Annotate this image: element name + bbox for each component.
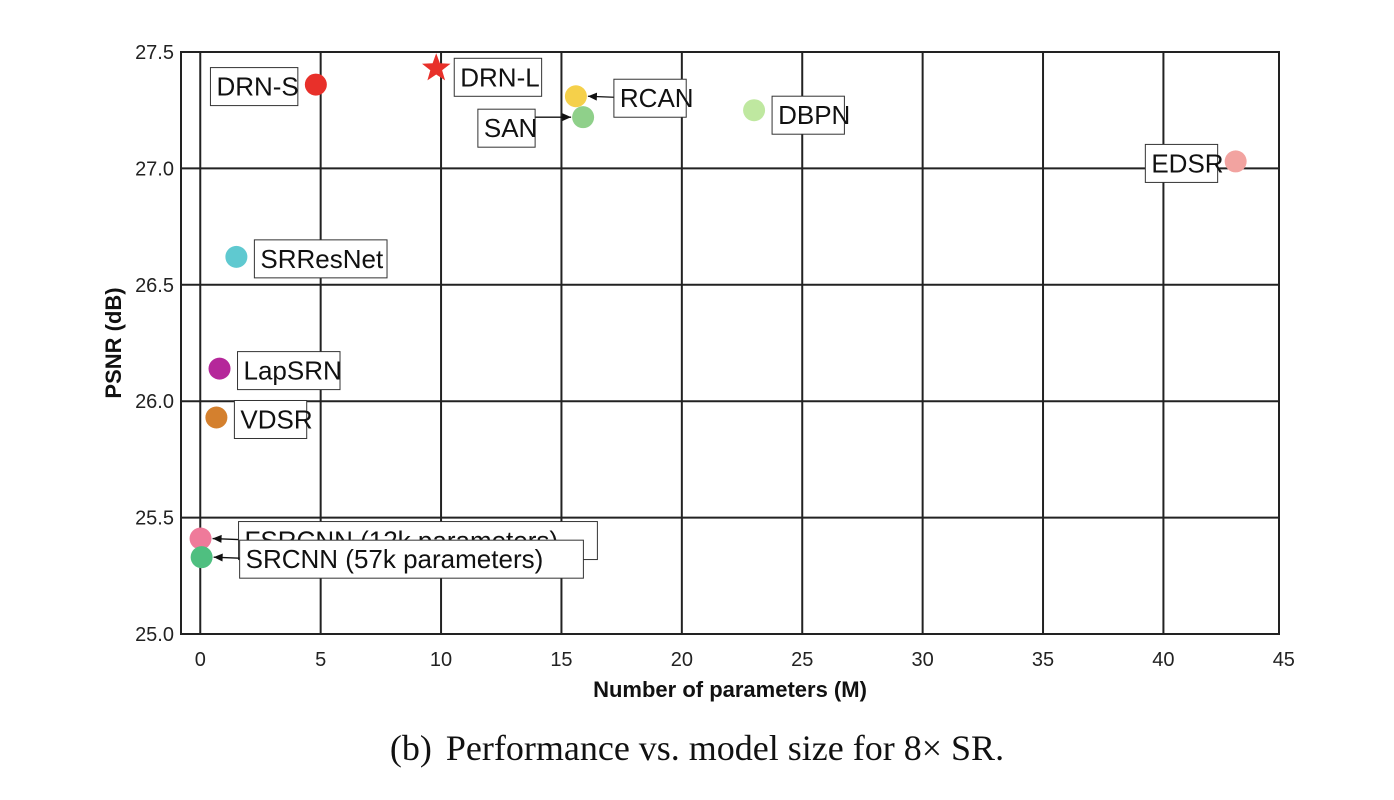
circle-marker — [189, 527, 212, 550]
label-box — [613, 78, 687, 118]
label-box — [1144, 143, 1219, 183]
circle-marker — [205, 406, 228, 429]
circle-marker — [304, 73, 327, 96]
y-axis-label: PSNR (dB) — [101, 287, 126, 398]
caption-tag: (b) — [389, 728, 432, 768]
point-label: RCAN — [620, 83, 694, 113]
star-marker — [422, 53, 451, 81]
point-label: SAN — [484, 113, 537, 143]
y-tick-label: 25.5 — [135, 508, 174, 530]
label-box — [771, 95, 845, 135]
label-box — [477, 108, 536, 148]
point-label: EDSR — [1151, 148, 1223, 178]
y-tick-label: 26.5 — [135, 275, 174, 297]
arrow-head — [213, 553, 223, 562]
circle-marker — [225, 245, 248, 268]
point-label: VDSR — [240, 404, 312, 434]
arrow-head — [212, 534, 222, 543]
point-dbpn: DBPN — [743, 95, 850, 135]
x-tick-label: 15 — [550, 649, 572, 671]
x-tick-label: 30 — [912, 649, 934, 671]
point-san: SAN — [477, 106, 595, 148]
label-box — [233, 399, 308, 439]
x-tick-label: 45 — [1273, 649, 1295, 671]
x-tick-label: 35 — [1032, 649, 1054, 671]
point-label: LapSRN — [244, 356, 342, 386]
label-box — [209, 67, 299, 107]
x-tick-label: 0 — [195, 649, 206, 671]
y-tick-label: 25.0 — [135, 624, 174, 646]
point-label: SRCNN (57k parameters) — [246, 544, 544, 574]
point-drn-l: DRN-L — [422, 53, 543, 97]
point-drn-s: DRN-S — [209, 67, 327, 107]
point-srcnn-57k-parameters: SRCNN (57k parameters) — [190, 539, 584, 579]
circle-marker — [208, 357, 231, 380]
label-box — [453, 57, 543, 97]
grid-layer — [181, 52, 1279, 634]
point-lapsrn: LapSRN — [208, 351, 342, 391]
x-tick-label: 10 — [430, 649, 452, 671]
circle-marker — [1224, 150, 1247, 173]
point-srresnet: SRResNet — [225, 239, 388, 279]
circle-marker — [743, 99, 766, 122]
point-label: DBPN — [778, 100, 850, 130]
tick-layer: 0 5 10 15 20 25 30 35 40 45 25.0 25.5 26.0 26.5 27.0 27… — [135, 42, 1295, 671]
circle-marker — [564, 85, 587, 108]
circle-marker — [190, 546, 213, 569]
point-label: SRResNet — [260, 244, 384, 274]
point-edsr: EDSR — [1144, 143, 1247, 183]
x-tick-label: 25 — [791, 649, 813, 671]
caption-text: Performance vs. model size for 8× SR. — [445, 728, 1005, 768]
circle-marker — [572, 106, 595, 129]
scatter-chart: 0 5 10 15 20 25 30 35 40 45 25.0 25.5 26.0 26.5 27.0 27… — [101, 42, 1295, 702]
point-label: DRN-S — [216, 72, 298, 102]
figure-caption: (b) Performance vs. model size for 8× SR. — [0, 727, 1394, 769]
label-box — [253, 239, 388, 279]
label-box — [237, 351, 341, 391]
arrow-head — [587, 92, 598, 101]
x-axis-label: Number of parameters (M) — [593, 677, 867, 702]
label-box — [239, 539, 584, 579]
y-tick-label: 27.5 — [135, 42, 174, 64]
plot-frame — [180, 51, 1280, 635]
point-vdsr: VDSR — [205, 399, 313, 439]
x-tick-label: 20 — [671, 649, 693, 671]
point-label: DRN-L — [460, 62, 539, 92]
x-tick-label: 40 — [1152, 649, 1174, 671]
y-tick-label: 27.0 — [135, 158, 174, 180]
point-rcan: RCAN — [564, 78, 694, 118]
y-tick-label: 26.0 — [135, 391, 174, 413]
x-tick-label: 5 — [315, 649, 326, 671]
arrow-head — [562, 113, 572, 122]
point-layer: DRN-S DRN-L RCAN SAN DBPN EDSR SRResNet LapSRN V… — [189, 53, 1247, 579]
